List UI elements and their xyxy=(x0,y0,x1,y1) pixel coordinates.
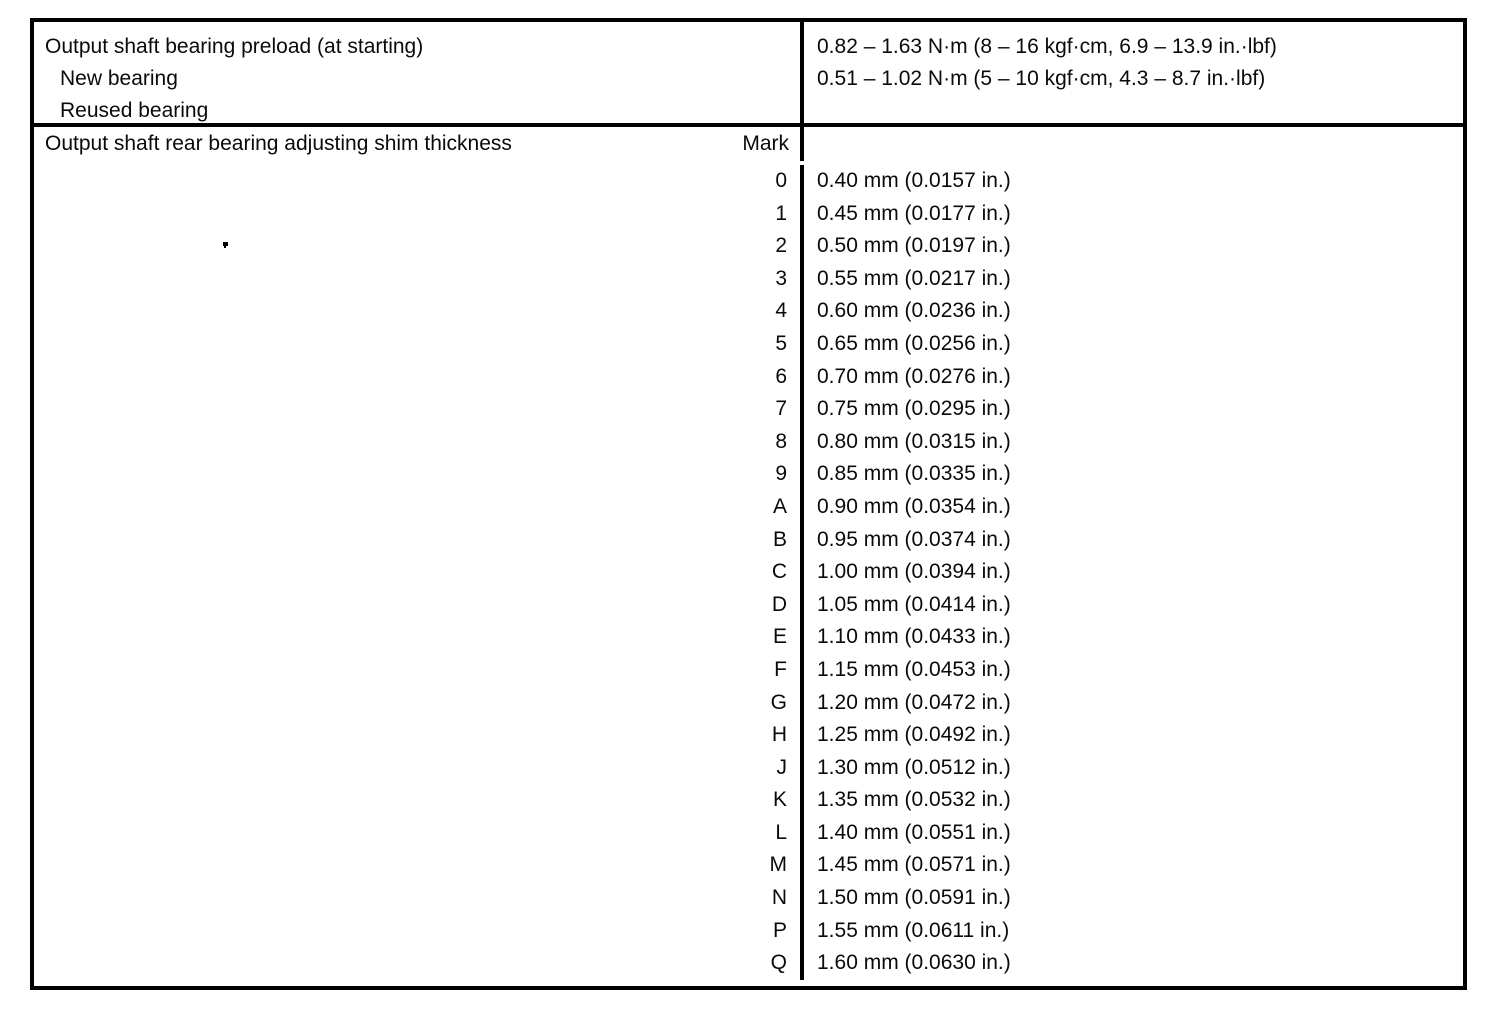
table-row: 1 0.45 mm (0.0177 in.) xyxy=(34,197,1463,231)
shim-mark: J xyxy=(776,755,788,779)
bearing-preload-values: 0.82 – 1.63 N·m (8 – 16 kgf·cm, 6.9 – 13… xyxy=(800,22,1463,127)
table-row: 0 0.40 mm (0.0157 in.) xyxy=(34,165,1463,198)
shim-mark: C xyxy=(771,560,787,584)
shim-mark: K xyxy=(772,788,787,812)
bearing-preload-labels: Output shaft bearing preload (at startin… xyxy=(34,22,800,127)
shim-mark: 3 xyxy=(775,266,787,290)
table-row: 4 0.60 mm (0.0236 in.) xyxy=(34,295,1463,328)
table-row: N 1.50 mm (0.0591 in.) xyxy=(34,882,1463,915)
shim-mark: P xyxy=(772,918,787,942)
shim-value: 1.35 mm (0.0532 in.) xyxy=(800,784,1463,817)
table-row: H 1.25 mm (0.0492 in.) xyxy=(34,719,1463,752)
table-row: G 1.20 mm (0.0472 in.) xyxy=(34,686,1463,720)
shim-mark: G xyxy=(770,690,787,714)
shim-value: 0.40 mm (0.0157 in.) xyxy=(800,165,1463,198)
shim-mark: 6 xyxy=(775,364,787,388)
shim-value: 1.50 mm (0.0591 in.) xyxy=(800,882,1463,915)
shim-mark: B xyxy=(772,527,787,551)
table-row: 7 0.75 mm (0.0295 in.) xyxy=(34,393,1463,426)
shim-value: 1.20 mm (0.0472 in.) xyxy=(800,686,1463,720)
shim-header-right-cell xyxy=(800,127,1463,161)
bearing-preload-section: Output shaft bearing preload (at startin… xyxy=(34,22,1463,127)
shim-mark: M xyxy=(769,853,788,877)
shim-value: 1.45 mm (0.0571 in.) xyxy=(800,849,1463,883)
shim-thickness-section: Output shaft rear bearing adjusting shim… xyxy=(34,127,1463,986)
shim-mark: Q xyxy=(770,951,787,975)
table-row: 2 0.50 mm (0.0197 in.) xyxy=(34,230,1463,263)
mark-column-header: Mark xyxy=(742,132,789,155)
shim-value: 0.80 mm (0.0315 in.) xyxy=(800,425,1463,459)
shim-value: 1.40 mm (0.0551 in.) xyxy=(800,816,1463,850)
table-row: B 0.95 mm (0.0374 in.) xyxy=(34,523,1463,557)
shim-mark: 9 xyxy=(775,462,787,486)
table-row: 6 0.70 mm (0.0276 in.) xyxy=(34,360,1463,394)
shim-mark: 0 xyxy=(775,169,787,192)
shim-mark: H xyxy=(771,723,787,747)
table-row: E 1.10 mm (0.0433 in.) xyxy=(34,621,1463,654)
shim-value: 1.30 mm (0.0512 in.) xyxy=(800,751,1463,785)
shim-mark: F xyxy=(774,657,787,681)
table-row: A 0.90 mm (0.0354 in.) xyxy=(34,490,1463,524)
table-row: J 1.30 mm (0.0512 in.) xyxy=(34,751,1463,785)
shim-value: 1.00 mm (0.0394 in.) xyxy=(800,556,1463,589)
shim-section-header: Output shaft rear bearing adjusting shim… xyxy=(34,127,1463,161)
shim-value: 0.45 mm (0.0177 in.) xyxy=(800,197,1463,231)
shim-header-left: Output shaft rear bearing adjusting shim… xyxy=(34,127,800,161)
shim-rows: 0 0.40 mm (0.0157 in.) 1 0.45 mm (0.0177… xyxy=(34,165,1463,980)
shim-mark: 2 xyxy=(775,234,787,258)
shim-mark: L xyxy=(775,820,787,844)
shim-value: 0.75 mm (0.0295 in.) xyxy=(800,393,1463,426)
shim-mark: 7 xyxy=(775,397,787,421)
shim-mark: 1 xyxy=(775,201,787,225)
table-row: Q 1.60 mm (0.0630 in.) xyxy=(34,947,1463,980)
shim-value: 1.55 mm (0.0611 in.) xyxy=(800,914,1463,948)
shim-mark: 5 xyxy=(775,331,787,355)
shim-value: 0.95 mm (0.0374 in.) xyxy=(800,523,1463,557)
shim-mark: D xyxy=(771,592,787,616)
shim-value: 1.25 mm (0.0492 in.) xyxy=(800,719,1463,752)
value-new-bearing: 0.82 – 1.63 N·m (8 – 16 kgf·cm, 6.9 – 13… xyxy=(817,35,1277,58)
section-title: Output shaft bearing preload (at startin… xyxy=(45,35,424,58)
table-row: P 1.55 mm (0.0611 in.) xyxy=(34,914,1463,948)
shim-value: 0.50 mm (0.0197 in.) xyxy=(800,230,1463,263)
shim-value: 0.85 mm (0.0335 in.) xyxy=(800,458,1463,491)
value-reused-bearing: 0.51 – 1.02 N·m (5 – 10 kgf·cm, 4.3 – 8.… xyxy=(817,67,1266,90)
shim-value: 0.65 mm (0.0256 in.) xyxy=(800,327,1463,361)
shim-value: 1.10 mm (0.0433 in.) xyxy=(800,621,1463,654)
table-row: M 1.45 mm (0.0571 in.) xyxy=(34,849,1463,883)
shim-value: 0.60 mm (0.0236 in.) xyxy=(800,295,1463,328)
table-row: C 1.00 mm (0.0394 in.) xyxy=(34,556,1463,589)
table-row: 8 0.80 mm (0.0315 in.) xyxy=(34,425,1463,459)
shim-value: 0.55 mm (0.0217 in.) xyxy=(800,262,1463,296)
shim-value: 0.90 mm (0.0354 in.) xyxy=(800,490,1463,524)
shim-value: 0.70 mm (0.0276 in.) xyxy=(800,360,1463,394)
row-label-new-bearing: New bearing xyxy=(60,67,178,90)
shim-mark: E xyxy=(772,625,787,649)
scan-dot-artifact xyxy=(223,242,228,248)
table-row: K 1.35 mm (0.0532 in.) xyxy=(34,784,1463,817)
section-title: Output shaft rear bearing adjusting shim… xyxy=(45,132,512,155)
row-label-reused-bearing: Reused bearing xyxy=(60,99,209,122)
shim-value: 1.15 mm (0.0453 in.) xyxy=(800,653,1463,687)
shim-mark: 4 xyxy=(775,299,787,323)
shim-value: 1.60 mm (0.0630 in.) xyxy=(800,947,1463,980)
shim-value: 1.05 mm (0.0414 in.) xyxy=(800,588,1463,622)
shim-mark: A xyxy=(772,494,787,518)
specification-table: Output shaft bearing preload (at startin… xyxy=(30,18,1467,990)
shim-mark: 8 xyxy=(775,429,787,453)
table-row: 3 0.55 mm (0.0217 in.) xyxy=(34,262,1463,296)
table-row: L 1.40 mm (0.0551 in.) xyxy=(34,816,1463,850)
shim-mark: N xyxy=(771,886,787,910)
table-row: 9 0.85 mm (0.0335 in.) xyxy=(34,458,1463,491)
table-row: 5 0.65 mm (0.0256 in.) xyxy=(34,327,1463,361)
table-row: D 1.05 mm (0.0414 in.) xyxy=(34,588,1463,622)
table-row: F 1.15 mm (0.0453 in.) xyxy=(34,653,1463,687)
